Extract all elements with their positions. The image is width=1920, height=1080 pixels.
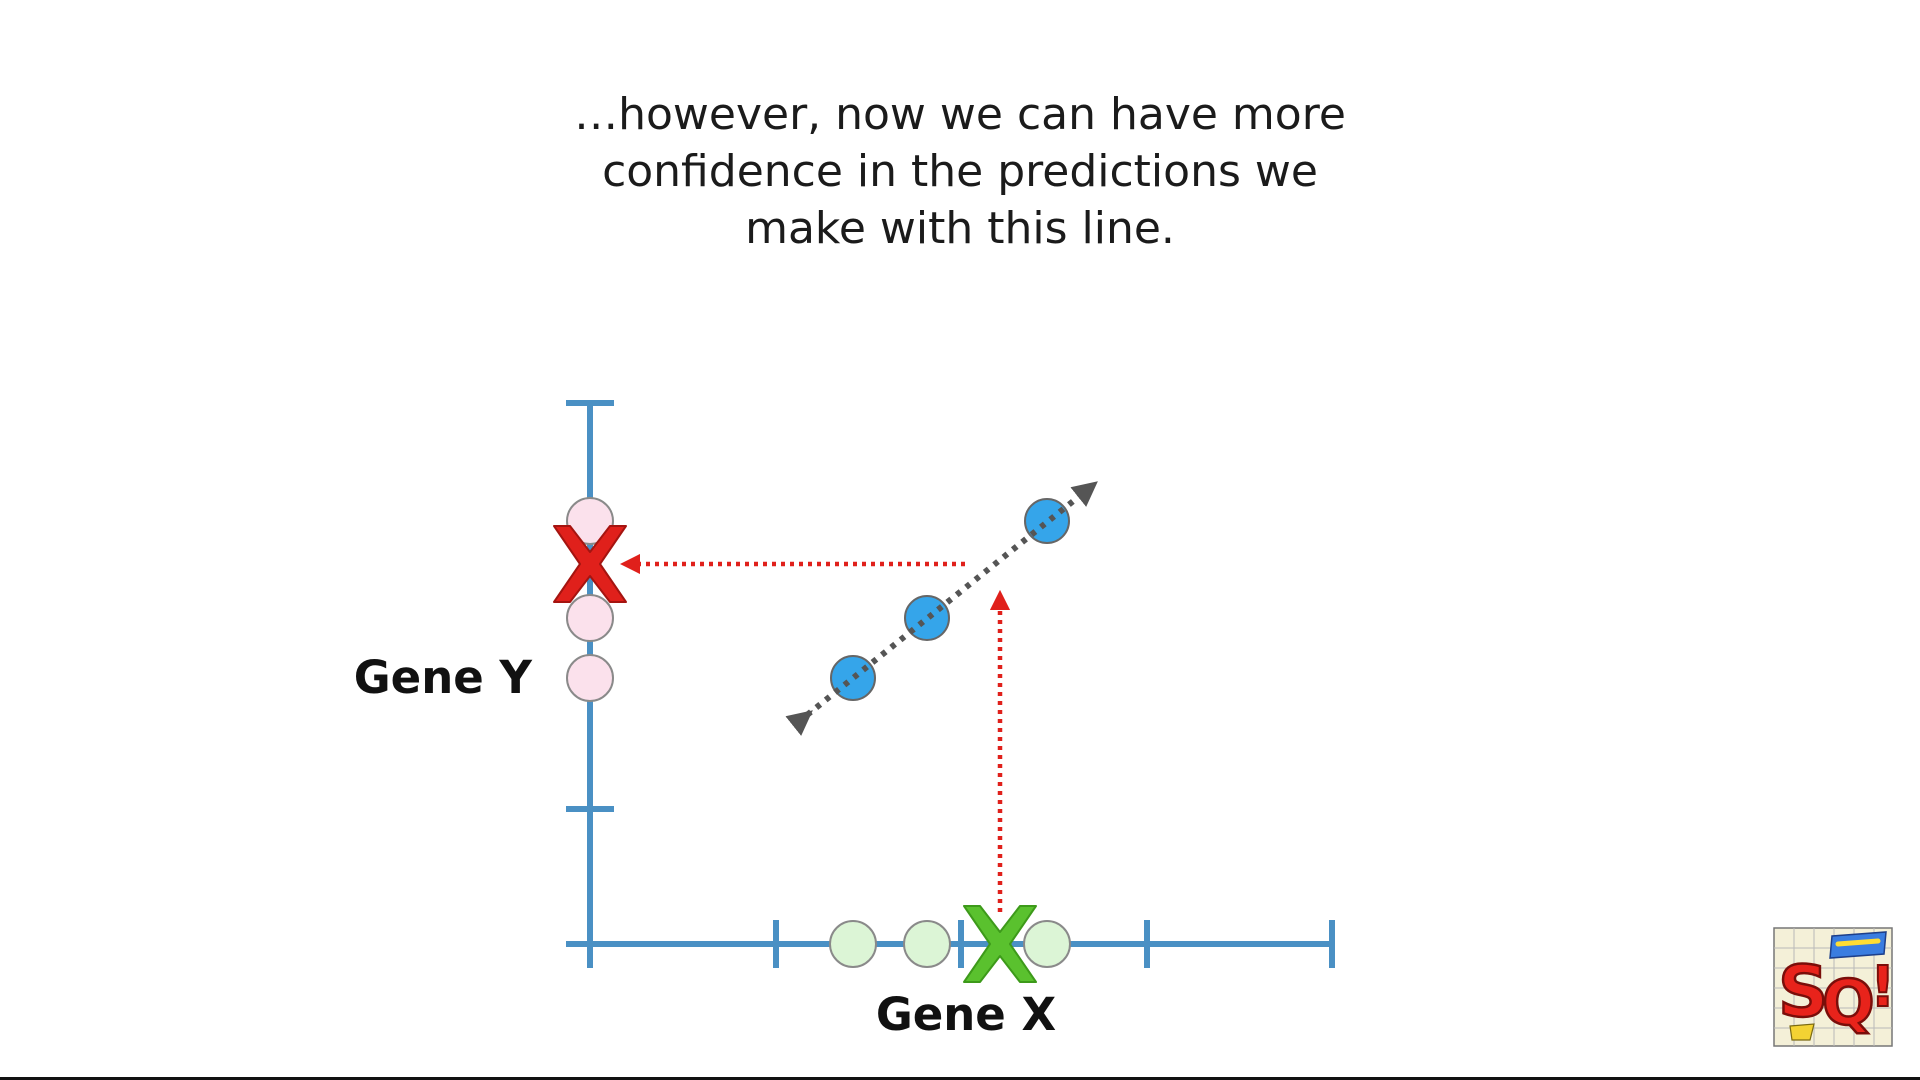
y-projection-point — [566, 594, 614, 642]
x-axis-label: Gene X — [876, 988, 1056, 1041]
y-projections — [566, 497, 614, 702]
y-projection-point — [566, 654, 614, 702]
x-projection-point — [829, 920, 877, 968]
statquest-logo: S Q ! — [1773, 927, 1897, 1047]
x-marker-icon — [963, 905, 1037, 983]
y-marker-icon — [553, 525, 627, 603]
caption: …however, now we can have more confidenc… — [460, 86, 1460, 257]
svg-text:S: S — [1778, 951, 1828, 1033]
svg-text:!: ! — [1870, 955, 1896, 1020]
fitted-line — [785, 481, 1098, 736]
caption-line-3: make with this line. — [745, 203, 1175, 254]
caption-line-1: …however, now we can have more — [574, 89, 1346, 140]
frame-bottom-border — [0, 1077, 1920, 1080]
caption-line-2: confidence in the predictions we — [602, 146, 1318, 197]
sample-point — [1024, 498, 1070, 544]
x-projection-point — [903, 920, 951, 968]
y-axis-label: Gene Y — [354, 651, 534, 704]
svg-text:Q: Q — [1822, 966, 1875, 1039]
x-projection-point — [1023, 920, 1071, 968]
y-projection-point — [566, 497, 614, 545]
x-projections — [829, 920, 1071, 968]
